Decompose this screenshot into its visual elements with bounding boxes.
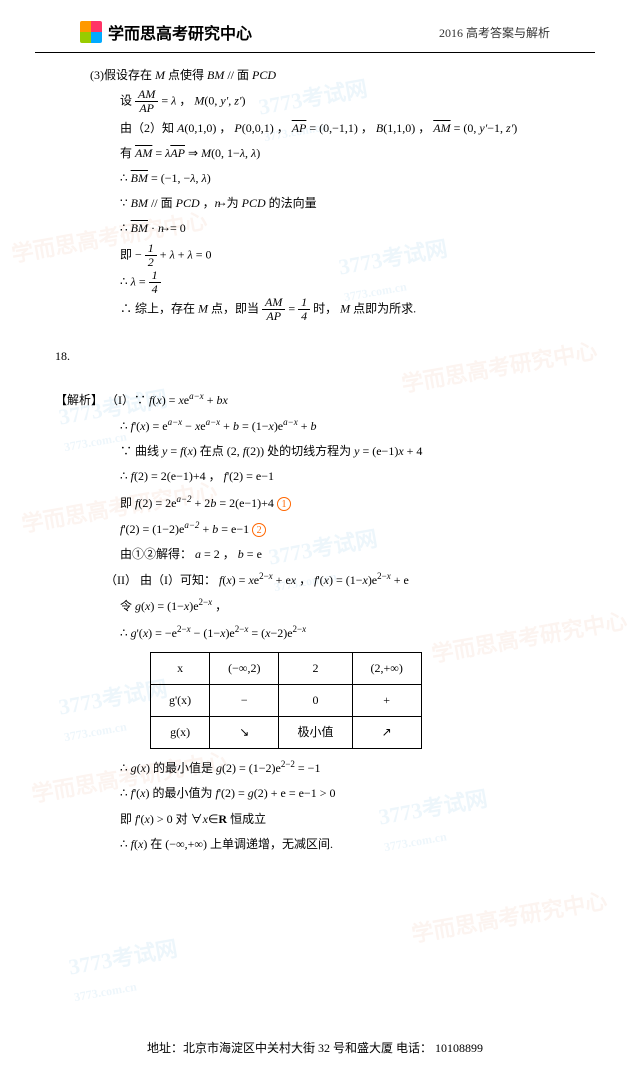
circle-1-icon: 1 (277, 497, 291, 511)
math-line: 由（2）知 A(0,1,0) ， P(0,0,1) ， AP = (0,−1,1… (120, 116, 580, 141)
logo-block: 学而思高考研究中心 (80, 20, 252, 44)
math-line: ∴ BM · n→ = 0 (120, 216, 580, 241)
math-line: 即 f'(x) > 0 对 ∀x∈R 恒成立 (120, 807, 580, 832)
table-cell: (−∞,2) (210, 652, 279, 684)
math-line: 有 AM = λAP ⇒ M(0, 1−λ, λ) (120, 141, 580, 166)
math-line: ∴ BM = (−1, −λ, λ) (120, 166, 580, 191)
math-line: ∴ f'(x) 的最小值为 f'(2) = g(2) + e = e−1 > 0 (120, 781, 580, 806)
math-line: ∵ BM // 面 PCD ，n→ 为 PCD 的法向量 (120, 191, 580, 216)
table-cell: + (352, 684, 421, 716)
content: (3)假设存在 M 点使得 BM // 面 PCD 设 AMAP = λ ， M… (0, 53, 630, 897)
math-line: ∴ λ = 14 (120, 269, 580, 296)
question-18-label: 18. (55, 344, 580, 369)
table-cell: (2,+∞) (352, 652, 421, 684)
sign-table: x (−∞,2) 2 (2,+∞) g'(x) − 0 + g(x) ↘ 极小值… (150, 652, 422, 750)
table-cell: x (151, 652, 210, 684)
math-line: ∴ g'(x) = −e2−x − (1−x)e2−x = (x−2)e2−x (120, 620, 580, 646)
math-conclusion: ∴ 综上，存在 M 点，即当 AMAP = 14 时， M 点即为所求. (120, 296, 580, 323)
math-line: 由①②解得： a = 2 ， b = e (120, 542, 580, 567)
table-cell: g'(x) (151, 684, 210, 716)
math-line: 即 f(2) = 2ea−2 + 2b = 2(e−1)+4 1 (120, 490, 580, 516)
page-header: 学而思高考研究中心 2016 高考答案与解析 (35, 0, 595, 53)
page-footer: 地址：北京市海淀区中关村大街 32 号和盛大厦 电话： 10108899 (0, 1039, 630, 1056)
table-cell: ↘ (210, 717, 279, 749)
math-line: ∴ f(2) = 2(e−1)+4 ， f'(2) = e−1 (120, 464, 580, 489)
problem-3-label: (3)假设存在 M 点使得 BM // 面 PCD (90, 63, 580, 88)
table-cell: ↗ (352, 717, 421, 749)
part2-line: （II） 由（I）可知： f(x) = xe2−x + ex ， f'(x) =… (105, 567, 580, 593)
table-cell: 0 (279, 684, 352, 716)
part1-label: （I）∵ f(x) = xea−x + bx (106, 393, 228, 407)
math-line: ∵ 曲线 y = f(x) 在点 (2, f(2)) 处的切线方程为 y = (… (120, 439, 580, 464)
math-line: ∴ f(x) 在 (−∞,+∞) 上单调递增，无减区间. (120, 832, 580, 857)
table-cell: 极小值 (279, 717, 352, 749)
logo-text: 学而思高考研究中心 (108, 20, 252, 44)
math-line: 设 AMAP = λ ， M(0, y', z') (120, 88, 580, 115)
math-line: f'(2) = (1−2)ea−2 + b = e−1 2 (120, 516, 580, 542)
analysis-block: 【解析】 （I）∵ f(x) = xea−x + bx (50, 387, 580, 413)
math-line: ∴ g(x) 的最小值是 g(2) = (1−2)e2−2 = −1 (120, 755, 580, 781)
logo-icon (80, 21, 102, 43)
circle-2-icon: 2 (252, 523, 266, 537)
math-line: ∴ f'(x) = ea−x − xea−x + b = (1−x)ea−x +… (120, 413, 580, 439)
header-subtitle: 2016 高考答案与解析 (439, 24, 550, 41)
analysis-label: 【解析】 (55, 393, 103, 407)
table-cell: 2 (279, 652, 352, 684)
table-cell: − (210, 684, 279, 716)
table-cell: g(x) (151, 717, 210, 749)
math-line: 令 g(x) = (1−x)e2−x ， (120, 593, 580, 619)
math-line: 即 − 12 + λ + λ = 0 (120, 242, 580, 269)
